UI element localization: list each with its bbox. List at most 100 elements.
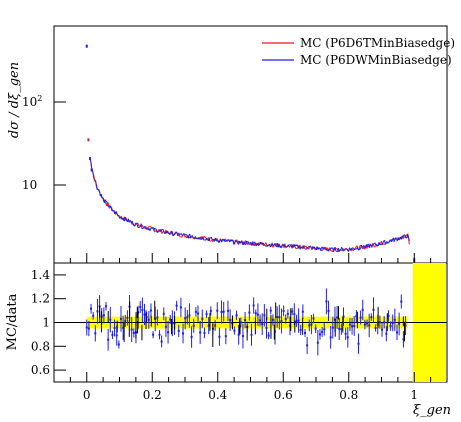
series-2-segment <box>161 228 164 231</box>
series-2-segment <box>371 243 374 248</box>
series-2-segment <box>90 161 93 169</box>
series-2-segment <box>95 186 98 190</box>
series-1-segment <box>402 236 405 240</box>
series-1-segment <box>382 243 385 245</box>
series-2-segment <box>381 242 384 245</box>
main-curves <box>85 44 416 263</box>
ratio-point <box>111 333 114 336</box>
ratio-point <box>368 324 371 327</box>
ratio-point <box>214 324 217 327</box>
series-2-segment <box>155 228 158 233</box>
series-1-segment <box>354 247 357 249</box>
ratio-point <box>224 335 227 338</box>
series-2-segment <box>262 242 265 246</box>
series-2-segment <box>362 247 365 250</box>
ratio-point <box>229 319 232 322</box>
ratio-point <box>393 318 396 321</box>
series-1-segment <box>373 245 376 248</box>
series-2-segment <box>98 190 101 193</box>
series-1-segment <box>104 201 107 205</box>
series-1-segment <box>265 242 267 245</box>
series-1-segment <box>314 248 317 251</box>
ratio-point <box>293 313 296 316</box>
series-2-segment <box>162 229 165 234</box>
ratio-point <box>216 309 219 312</box>
series-2-segment <box>349 247 351 250</box>
ratio-point <box>284 318 287 321</box>
series-1-segment <box>252 241 255 244</box>
ratio-point <box>383 321 386 324</box>
series-2-segment <box>254 241 256 244</box>
ratio-point <box>184 317 187 320</box>
ratio-point <box>286 312 289 315</box>
ratio-point <box>96 310 99 313</box>
ratio-point <box>340 328 343 331</box>
ratio-point <box>87 327 90 330</box>
series-2-segment <box>299 247 302 250</box>
series-2-segment <box>234 239 237 242</box>
series-2-segment <box>391 239 394 243</box>
series-2-segment <box>115 211 117 214</box>
series-2-segment <box>245 241 247 245</box>
series-2-segment <box>320 247 323 251</box>
ratio-point <box>186 316 189 319</box>
ratio-point <box>226 309 229 312</box>
series-2-segment <box>129 220 132 222</box>
series-2-segment <box>125 218 128 222</box>
series-2-segment <box>306 246 309 249</box>
series-2-segment <box>140 223 143 229</box>
ratio-point <box>90 307 93 310</box>
ratio-point <box>331 326 334 329</box>
series-2-segment <box>193 237 195 239</box>
series-2-segment <box>218 239 221 243</box>
series-2-segment <box>241 240 243 245</box>
ratio-point <box>389 325 392 328</box>
ratio-y-tick-label: 0.6 <box>31 363 50 377</box>
ratio-point <box>239 321 242 324</box>
ratio-point <box>207 324 210 327</box>
ratio-point <box>237 333 240 336</box>
ratio-point <box>289 324 292 327</box>
series-2-segment <box>303 246 306 249</box>
ratio-point <box>385 332 388 335</box>
ratio-point <box>182 332 185 335</box>
ratio-point <box>248 311 251 314</box>
ratio-point <box>85 326 88 329</box>
ratio-point <box>139 305 142 308</box>
series-2-segment <box>111 207 113 211</box>
series-2-segment <box>395 237 397 239</box>
ratio-point <box>201 317 204 320</box>
ratio-point <box>381 328 384 331</box>
ratio-point <box>197 312 200 315</box>
series-2-segment <box>202 236 204 240</box>
series-2-segment <box>116 212 118 215</box>
ratio-point <box>295 319 298 322</box>
ratio-point <box>378 321 381 324</box>
ratio-point <box>175 304 178 307</box>
ratio-point <box>291 310 294 313</box>
ratio-point <box>250 333 253 336</box>
series-2-segment <box>93 178 96 181</box>
series-1-segment <box>355 245 358 248</box>
series-2-segment <box>386 241 389 243</box>
series-2-segment <box>175 231 178 234</box>
series-1-segment <box>326 247 329 250</box>
ratio-point <box>325 300 328 303</box>
series-2-segment <box>408 237 410 242</box>
series-2-segment <box>214 237 217 241</box>
ratio-y-tick-label: 0.8 <box>31 339 50 353</box>
ratio-point <box>321 330 324 333</box>
ratio-point <box>119 317 122 320</box>
series-2-segment <box>382 240 385 243</box>
main-point <box>90 168 93 172</box>
series-2-segment <box>251 242 254 246</box>
ratio-point <box>271 318 274 321</box>
ratio-point <box>346 336 349 339</box>
series-2-segment <box>106 201 109 206</box>
series-1-segment <box>304 245 306 248</box>
main-point <box>85 44 88 48</box>
series-2-segment <box>217 240 220 243</box>
series-2-segment <box>190 236 192 239</box>
series-2-segment <box>366 243 369 247</box>
